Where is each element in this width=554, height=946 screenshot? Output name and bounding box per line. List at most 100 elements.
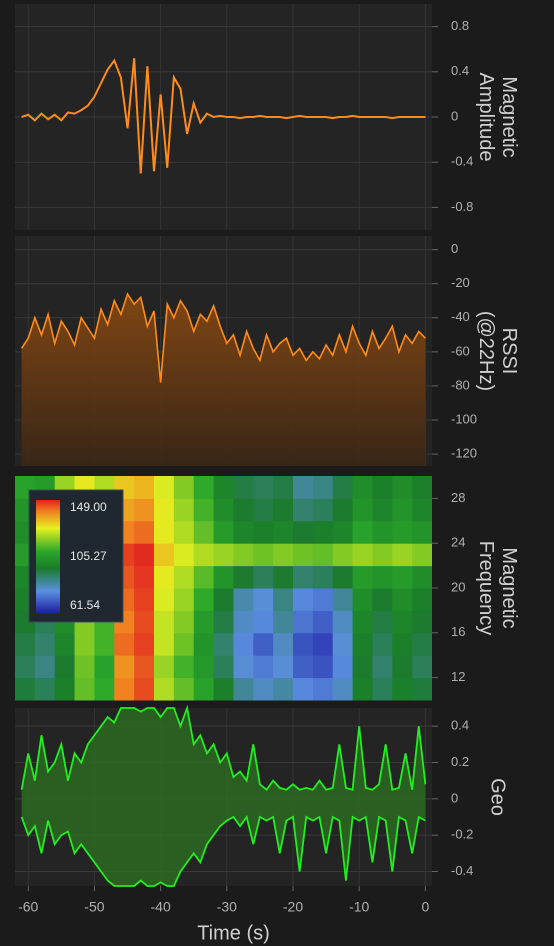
heat-cell xyxy=(392,677,413,701)
heat-cell xyxy=(154,520,175,544)
heat-cell xyxy=(392,588,413,611)
heat-cell xyxy=(372,610,393,634)
axis-label: Amplitude xyxy=(475,73,497,162)
heat-cell xyxy=(392,543,413,567)
heat-cell xyxy=(392,655,413,679)
y-tick-label: -100 xyxy=(451,411,477,426)
amplitude-line xyxy=(21,58,426,174)
heat-cell xyxy=(173,655,195,679)
heat-cell xyxy=(213,476,234,499)
heat-cell xyxy=(412,520,432,544)
y-tick-label: 12 xyxy=(451,669,465,684)
x-tick-label: -50 xyxy=(84,899,104,915)
axis-label: Geo xyxy=(487,778,509,816)
colorbar-label: 61.54 xyxy=(70,598,100,612)
heat-cell xyxy=(312,632,334,656)
rssi-line xyxy=(20,292,426,383)
heat-cell xyxy=(134,498,155,522)
y-tick-label: 28 xyxy=(451,490,465,505)
heat-cell xyxy=(74,655,95,679)
heat-cell xyxy=(312,476,334,499)
heat-cell xyxy=(134,677,155,701)
y-tick-label: 16 xyxy=(451,624,465,639)
heat-cell xyxy=(253,588,274,611)
y-tick-label: -40 xyxy=(451,309,470,324)
heat-cell xyxy=(154,588,175,611)
heat-cell xyxy=(154,677,175,701)
heat-cell xyxy=(54,632,76,656)
heat-cell xyxy=(392,498,413,522)
heat-cell xyxy=(134,655,155,679)
heat-cell xyxy=(372,632,393,656)
heat-cell xyxy=(372,655,393,679)
heat-cell xyxy=(253,565,274,589)
heat-cell xyxy=(233,655,254,679)
heat-cell xyxy=(412,565,432,589)
heat-cell xyxy=(312,610,334,634)
heat-cell xyxy=(412,632,432,656)
heat-cell xyxy=(154,610,175,634)
y-tick-label: -120 xyxy=(451,446,477,461)
heat-cell xyxy=(213,632,234,656)
x-tick-label: -10 xyxy=(349,899,369,915)
heat-cell xyxy=(213,520,234,544)
heat-cell xyxy=(233,610,254,634)
y-tick-label: -0.8 xyxy=(451,199,473,214)
heat-cell xyxy=(372,520,393,544)
plot xyxy=(15,4,432,230)
y-tick-label: -0.2 xyxy=(451,827,473,842)
heat-cell xyxy=(193,498,215,522)
heat-cell xyxy=(293,543,314,567)
heat-cell xyxy=(34,677,56,701)
heat-cell xyxy=(173,610,195,634)
heat-cell xyxy=(253,520,274,544)
heat-cell xyxy=(173,677,195,701)
y-tick-label: 0 xyxy=(451,241,458,256)
heat-cell xyxy=(233,476,254,499)
y-tick-label: 0 xyxy=(451,108,458,123)
heat-cell xyxy=(213,610,234,634)
heat-cell xyxy=(332,543,354,567)
heat-cell xyxy=(332,655,354,679)
heat-cell xyxy=(94,677,115,701)
heat-cell xyxy=(213,498,234,522)
heat-cell xyxy=(372,677,393,701)
heat-cell xyxy=(352,543,373,567)
heat-cell xyxy=(233,632,254,656)
heat-cell xyxy=(253,543,274,567)
heat-cell xyxy=(372,588,393,611)
heat-cell xyxy=(15,677,36,701)
heat-cell xyxy=(253,498,274,522)
heat-cell xyxy=(392,520,413,544)
heat-cell xyxy=(352,565,373,589)
heat-cell xyxy=(213,677,234,701)
heat-cell xyxy=(412,476,432,499)
heat-cell xyxy=(193,476,215,499)
colorbar-strip xyxy=(36,500,60,614)
heat-cell xyxy=(392,565,413,589)
heat-cell xyxy=(34,632,56,656)
heat-cell xyxy=(54,655,76,679)
heat-cell xyxy=(154,498,175,522)
heat-cell xyxy=(352,677,373,701)
heat-cell xyxy=(372,498,393,522)
heat-cell xyxy=(233,520,254,544)
heat-cell xyxy=(134,476,155,499)
heat-cell xyxy=(253,476,274,499)
heat-cell xyxy=(352,655,373,679)
heat-cell xyxy=(54,677,76,701)
heat-cell xyxy=(253,610,274,634)
heat-cell xyxy=(293,588,314,611)
heat-cell xyxy=(114,655,135,679)
heat-cell xyxy=(213,565,234,589)
heat-cell xyxy=(193,543,215,567)
heat-cell xyxy=(332,520,354,544)
heat-cell xyxy=(392,632,413,656)
heat-cell xyxy=(412,677,432,701)
x-tick-label: 0 xyxy=(421,899,429,915)
heat-cell xyxy=(332,498,354,522)
heat-cell xyxy=(332,632,354,656)
x-axis-title: Time (s) xyxy=(197,922,270,944)
heat-cell xyxy=(352,588,373,611)
